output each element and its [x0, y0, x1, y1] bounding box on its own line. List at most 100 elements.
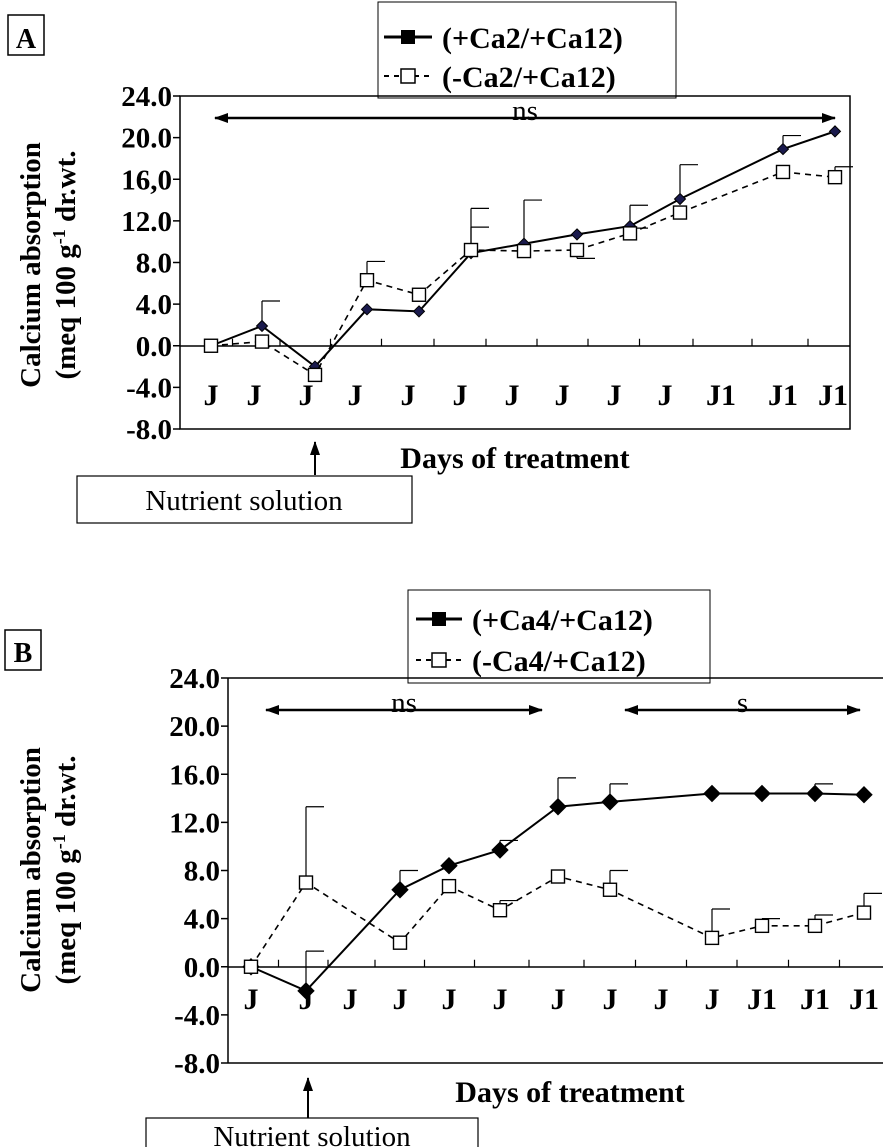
significance-b: ns s: [265, 687, 861, 719]
data-point-filled: [570, 228, 584, 241]
x-tick-label: J: [555, 379, 570, 412]
data-point-filled: [753, 784, 771, 803]
x-tick-label: J1: [800, 983, 830, 1016]
data-point-open: [704, 930, 720, 946]
legend-marker-open-square: [400, 68, 416, 84]
x-tick-label: J: [299, 379, 314, 412]
x-tick-label: J: [247, 379, 262, 412]
legend-marker-filled-square: [401, 30, 415, 44]
y-tick-label: 16.0: [169, 759, 220, 791]
x-axis-label: Days of treatment: [400, 442, 629, 475]
series-line-dashed: [210, 171, 836, 377]
data-point-filled: [828, 125, 842, 138]
annotation-box: [145, 1117, 479, 1147]
annotation-text: Nutrient solution: [145, 485, 343, 517]
data-point-filled: [391, 881, 409, 899]
y-axis-label-line2: (meq 100 g-1 dr.wt.: [49, 755, 82, 984]
y-tick-label: 16,0: [121, 164, 172, 196]
x-tick-label: J: [603, 983, 618, 1016]
y-tick-label: -4.0: [174, 1000, 220, 1032]
significance-label: ns: [512, 95, 538, 127]
data-point-filled: [703, 784, 721, 803]
panel-b-label-box: [4, 629, 42, 671]
panel-a-legend: (+Ca2/+Ca12) (-Ca2/+Ca12): [377, 1, 677, 99]
panel-a-label-box: [7, 14, 45, 56]
y-axis-label-line2: (meq 100 g-1 dr.wt.: [49, 150, 82, 379]
data-point-open: [463, 242, 479, 258]
legend-label: (+Ca2/+Ca12): [442, 22, 623, 55]
y-tick-label: 8.0: [136, 248, 172, 280]
data-point-open: [602, 882, 618, 897]
x-tick-label: J: [658, 379, 673, 412]
legend-label: (-Ca2/+Ca12): [442, 61, 616, 94]
x-ticks-a: J J J J J J J J J J J1 J1 J1: [204, 338, 848, 412]
y-tick-label: 24.0: [121, 81, 172, 113]
panel-b: B (+Ca4/+Ca12) (-Ca4/+Ca12) Calcium abso…: [4, 589, 883, 1147]
data-point-open: [550, 869, 566, 884]
data-point-open: [856, 905, 872, 920]
x-tick-label: J1: [849, 983, 879, 1016]
data-point-open: [492, 903, 508, 918]
y-tick-label: -8.0: [126, 414, 172, 446]
y-tick-label: 0.0: [184, 952, 220, 984]
y-axis-label-line1: Calcium absorption: [15, 747, 47, 993]
x-tick-label: J1: [768, 379, 798, 412]
legend-label: (+Ca4/+Ca12): [472, 604, 653, 637]
data-point-filled: [491, 841, 509, 859]
data-point-filled: [549, 798, 567, 816]
data-point-filled: [776, 142, 790, 156]
data-point-open: [441, 878, 457, 894]
x-tick-label: J1: [747, 983, 777, 1016]
x-tick-label: J: [393, 983, 408, 1016]
series-line-dashed: [250, 875, 865, 968]
data-point-open: [754, 918, 770, 934]
legend-box: [407, 589, 711, 684]
series-line-solid: [210, 130, 836, 368]
y-tick-label: 12.0: [121, 206, 172, 238]
x-tick-label: J: [453, 379, 468, 412]
data-point-open: [569, 242, 585, 258]
data-point-open: [243, 959, 259, 974]
x-tick-label: J: [705, 983, 720, 1016]
y-tick-label: 4.0: [136, 289, 172, 321]
significance-label: ns: [391, 687, 417, 719]
x-tick-label: J: [204, 379, 219, 412]
series-line-solid: [250, 792, 865, 993]
data-point-open: [307, 367, 323, 383]
legend-label: (-Ca4/+Ca12): [472, 645, 646, 678]
y-axis-label-line1: Calcium absorption: [15, 142, 47, 388]
data-point-open: [392, 935, 408, 950]
x-tick-label: J: [607, 379, 622, 412]
y-ticks-a: 24.0 20.0 16,0 12.0 8.0 4.0 0.0 -4.0 -8.0: [121, 81, 180, 446]
annotation-box: [76, 475, 413, 524]
x-tick-label: J: [442, 983, 457, 1016]
data-point-filled: [360, 303, 374, 316]
data-point-open: [516, 243, 532, 259]
x-axis-label: Days of treatment: [455, 1076, 684, 1109]
y-tick-label: -4.0: [126, 372, 172, 404]
data-point-open: [827, 169, 843, 185]
y-tick-label: 24.0: [169, 663, 220, 695]
data-point-filled: [601, 793, 619, 811]
data-point-filled: [673, 192, 687, 206]
data-point-open: [203, 338, 219, 353]
data-point-filled: [806, 784, 824, 803]
y-tick-label: 20.0: [121, 123, 172, 155]
x-tick-label: J1: [818, 379, 848, 412]
panel-a-label: A: [16, 24, 37, 55]
series-b: [242, 777, 882, 1000]
x-tick-label: J: [654, 983, 669, 1016]
data-point-filled: [440, 856, 458, 875]
x-tick-label: J1: [706, 379, 736, 412]
y-tick-label: 12.0: [169, 807, 220, 839]
significance-a: ns: [214, 95, 836, 127]
data-point-open: [411, 287, 427, 302]
data-point-filled: [412, 305, 426, 318]
y-tick-label: 8.0: [184, 856, 220, 888]
data-point-filled: [255, 319, 269, 333]
x-tick-label: J: [401, 379, 416, 412]
y-ticks-b: 24.0 20.0 16.0 12.0 8.0 4.0 0.0 -4.0 -8.0: [169, 663, 228, 1080]
data-point-open: [672, 205, 688, 220]
panel-b-legend: (+Ca4/+Ca12) (-Ca4/+Ca12): [407, 589, 711, 684]
y-tick-label: 4.0: [184, 904, 220, 936]
